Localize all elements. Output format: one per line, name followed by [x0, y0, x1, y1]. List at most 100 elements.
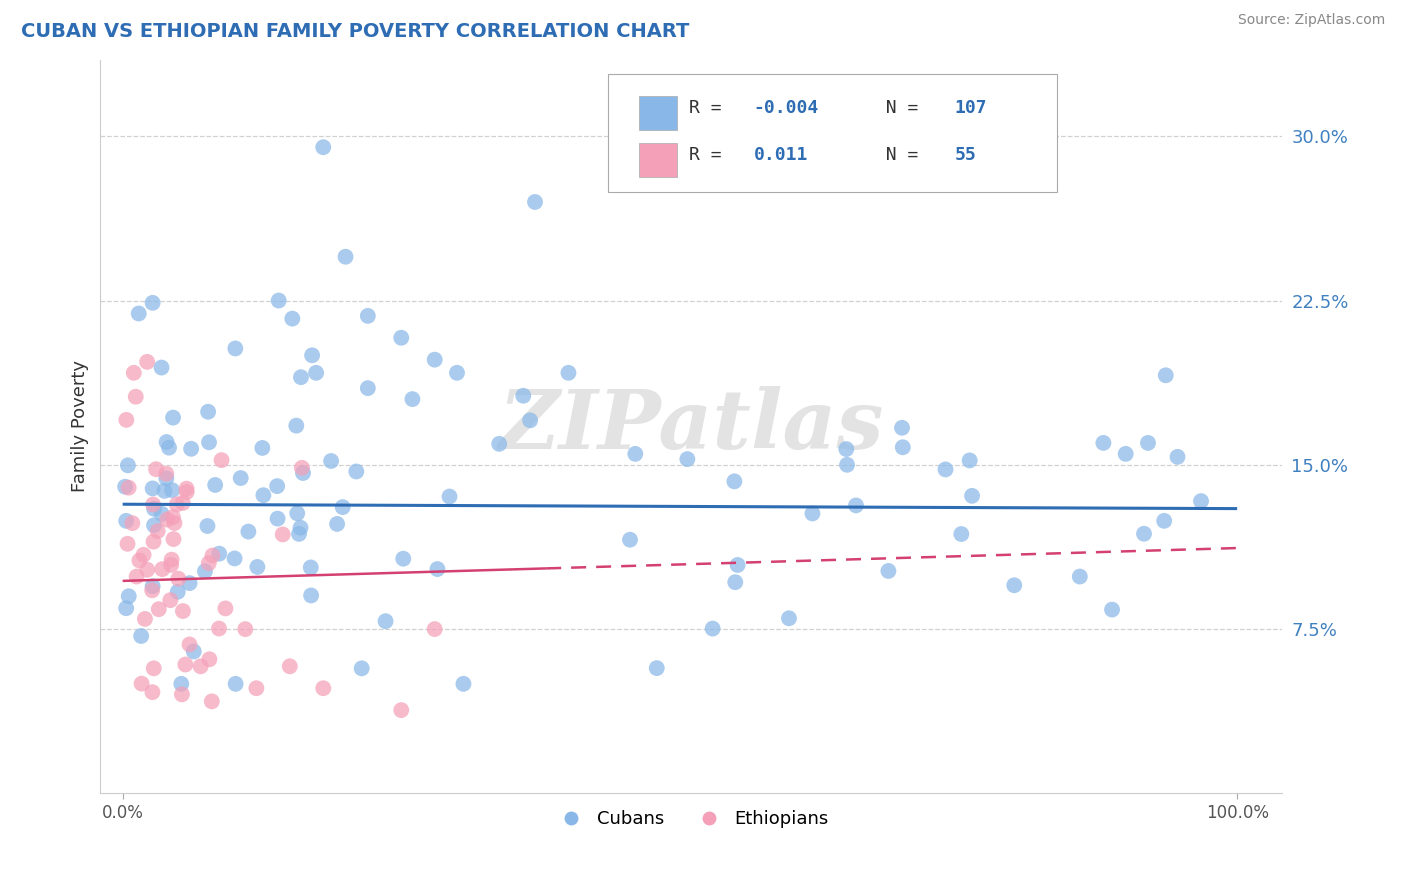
Point [1002, 578, 1025, 592]
Point [190, 659, 212, 673]
Point [204, 478, 226, 492]
Point [115, 514, 138, 528]
Point [201, 694, 224, 708]
Point [198, 435, 221, 450]
Point [845, 499, 868, 513]
Point [702, 622, 724, 636]
Point [159, 593, 181, 607]
Text: -0.004: -0.004 [754, 99, 818, 117]
Point [143, 501, 166, 516]
Point [335, 250, 357, 264]
Point [401, 392, 423, 406]
Legend: Cubans, Ethiopians: Cubans, Ethiopians [546, 803, 837, 836]
Point [115, 601, 138, 615]
Point [266, 511, 288, 525]
Point [960, 489, 983, 503]
Point [128, 306, 150, 320]
Point [512, 389, 534, 403]
Point [142, 498, 165, 512]
Point [118, 481, 141, 495]
Text: R =: R = [689, 99, 733, 117]
Point [142, 661, 165, 675]
Text: R =: R = [689, 146, 742, 164]
Point [180, 442, 202, 456]
Point [155, 435, 177, 450]
Point [453, 677, 475, 691]
Point [162, 532, 184, 546]
Point [724, 575, 747, 590]
Point [160, 483, 183, 498]
Point [891, 440, 914, 454]
Text: CUBAN VS ETHIOPIAN FAMILY POVERTY CORRELATION CHART: CUBAN VS ETHIOPIAN FAMILY POVERTY CORREL… [21, 22, 689, 41]
Point [172, 496, 194, 510]
Point [141, 583, 163, 598]
Point [389, 703, 412, 717]
Text: ZIPatlas: ZIPatlas [498, 386, 884, 467]
Point [524, 194, 547, 209]
Point [118, 589, 141, 603]
Point [121, 516, 143, 530]
Point [166, 584, 188, 599]
Text: 55: 55 [955, 146, 976, 164]
Point [288, 527, 311, 541]
Point [488, 437, 510, 451]
Point [299, 589, 322, 603]
Point [423, 352, 446, 367]
Point [128, 553, 150, 567]
Text: 0.011: 0.011 [754, 146, 808, 164]
Point [676, 452, 699, 467]
Point [1136, 436, 1159, 450]
Point [624, 447, 647, 461]
Y-axis label: Family Poverty: Family Poverty [72, 360, 89, 492]
Point [148, 602, 170, 616]
Point [305, 366, 328, 380]
Point [1133, 526, 1156, 541]
Point [877, 564, 900, 578]
Point [439, 490, 461, 504]
Point [224, 551, 246, 566]
Point [301, 348, 323, 362]
Point [1069, 569, 1091, 583]
Point [160, 552, 183, 566]
Point [146, 524, 169, 538]
Point [150, 562, 173, 576]
Point [179, 637, 201, 651]
Point [267, 293, 290, 308]
Point [150, 507, 173, 521]
Point [426, 562, 449, 576]
Point [1153, 514, 1175, 528]
Point [238, 524, 260, 539]
Point [392, 551, 415, 566]
Point [446, 366, 468, 380]
Text: 107: 107 [955, 99, 987, 117]
Point [246, 560, 269, 574]
Point [266, 479, 288, 493]
Point [278, 659, 301, 673]
Point [156, 512, 179, 526]
Point [197, 405, 219, 419]
Point [214, 601, 236, 615]
Point [157, 441, 180, 455]
Point [326, 516, 349, 531]
Point [163, 516, 186, 530]
FancyBboxPatch shape [609, 74, 1057, 192]
Point [224, 342, 246, 356]
Point [117, 537, 139, 551]
Point [229, 471, 252, 485]
Point [801, 507, 824, 521]
Point [167, 572, 190, 586]
Point [114, 480, 136, 494]
Point [727, 558, 749, 572]
Point [115, 413, 138, 427]
Point [245, 681, 267, 696]
Point [198, 652, 221, 666]
Point [934, 462, 956, 476]
Point [959, 453, 981, 467]
Point [150, 360, 173, 375]
Point [141, 685, 163, 699]
Text: N =: N = [863, 99, 929, 117]
Point [122, 366, 145, 380]
Point [1154, 368, 1177, 383]
Point [162, 410, 184, 425]
Point [357, 309, 380, 323]
